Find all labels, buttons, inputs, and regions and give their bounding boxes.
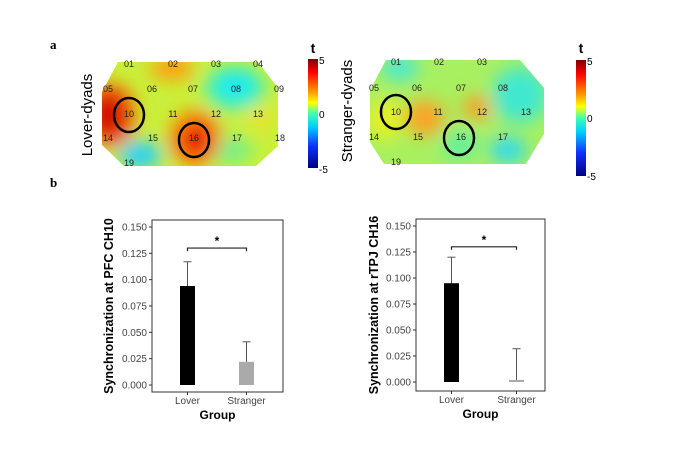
channel-label-06: 06 bbox=[147, 84, 157, 94]
channel-label-09: 09 bbox=[274, 84, 284, 94]
x-tick-label: Stranger bbox=[497, 395, 536, 406]
channel-label-03: 03 bbox=[211, 59, 221, 69]
y-tick-label: 0.100 bbox=[122, 275, 147, 286]
colorbar-right-mid: 0 bbox=[587, 114, 593, 125]
channel-label-13: 13 bbox=[253, 109, 263, 119]
channel-label-11: 11 bbox=[168, 109, 177, 119]
channel-label-10: 10 bbox=[124, 109, 134, 119]
channel-label-07: 07 bbox=[188, 84, 198, 94]
significance-marker: * bbox=[215, 234, 220, 248]
channel-label-12: 12 bbox=[477, 107, 487, 117]
channel-label-02: 02 bbox=[168, 59, 178, 69]
y-tick-label: 0.000 bbox=[122, 381, 147, 392]
channel-label-07: 07 bbox=[456, 83, 466, 93]
channel-label-17: 17 bbox=[498, 132, 508, 142]
x-axis-title: Group bbox=[463, 407, 499, 421]
channel-label-19: 19 bbox=[124, 158, 134, 168]
channel-label-01: 01 bbox=[124, 59, 134, 69]
channel-label-15: 15 bbox=[413, 132, 423, 142]
plot-frame bbox=[415, 218, 546, 392]
y-axis-title: Synchronization at PFC CH10 bbox=[102, 218, 116, 394]
y-tick-label: 0.075 bbox=[386, 300, 411, 311]
significance-marker: * bbox=[482, 233, 487, 247]
colorbar-left-title: t bbox=[311, 40, 316, 56]
x-tick-label: Lover bbox=[175, 396, 201, 407]
colorbar-left-mid: 0 bbox=[319, 110, 325, 121]
x-tick-label: Stranger bbox=[227, 396, 266, 407]
channel-label-02: 02 bbox=[434, 57, 444, 67]
lover-ch16-circle bbox=[177, 121, 211, 159]
x-axis-title: Group bbox=[200, 408, 236, 422]
channel-label-11: 11 bbox=[433, 107, 442, 117]
colorbar-right bbox=[576, 60, 586, 176]
channel-label-18: 18 bbox=[275, 133, 285, 143]
channel-label-16: 16 bbox=[189, 133, 199, 143]
y-tick-label: 0.075 bbox=[122, 302, 147, 313]
y-tick-label: 0.150 bbox=[386, 222, 411, 233]
channel-label-12: 12 bbox=[211, 109, 221, 119]
y-tick-label: 0.125 bbox=[386, 248, 411, 259]
channel-label-17: 17 bbox=[232, 133, 242, 143]
colorbar-left-min: -5 bbox=[319, 165, 328, 176]
channel-label-05: 05 bbox=[369, 83, 379, 93]
y-tick-label: 0.125 bbox=[122, 249, 147, 260]
lover-ch10-circle bbox=[112, 96, 146, 134]
stranger-ch16-circle bbox=[442, 119, 476, 157]
significance-bracket bbox=[186, 247, 248, 252]
y-tick-label: 0.100 bbox=[386, 274, 411, 285]
bar-stranger bbox=[509, 379, 524, 382]
colorbar-right-max: 5 bbox=[587, 57, 593, 68]
bar-stranger bbox=[239, 361, 254, 385]
y-tick-label: 0.000 bbox=[386, 378, 411, 389]
channel-label-04: 04 bbox=[253, 59, 263, 69]
colorbar-right-min: -5 bbox=[587, 172, 596, 183]
y-tick-label: 0.050 bbox=[386, 326, 411, 337]
y-tick-label: 0.150 bbox=[122, 223, 147, 234]
bar-chart-1: 0.000 0.025 0.050 0.075 0.100 0.125 0.150 Lover… bbox=[102, 218, 284, 422]
stranger-channel-labels: 01 02 03 05 06 07 08 10 11 12 13 14 15 16 17 19 bbox=[369, 57, 531, 167]
panel-b-label: b bbox=[50, 175, 58, 190]
colorbar-left bbox=[308, 59, 318, 168]
channel-label-08: 08 bbox=[231, 84, 241, 94]
significance-bracket bbox=[450, 246, 518, 250]
bar-charts: 0.000 0.025 0.050 0.075 0.100 0.125 0.150 Lover… bbox=[102, 216, 546, 422]
channel-label-08: 08 bbox=[498, 83, 508, 93]
channel-label-10: 10 bbox=[391, 107, 401, 117]
y-tick-label: 0.025 bbox=[386, 352, 411, 363]
y-tick-label: 0.025 bbox=[122, 354, 147, 365]
y-tick-label: 0.050 bbox=[122, 328, 147, 339]
colorbar-left-max: 5 bbox=[319, 56, 325, 67]
lover-channel-labels: 01 02 03 04 05 06 07 08 09 10 11 12 13 14 15 16 17 18 19 bbox=[103, 59, 285, 168]
bar-lover bbox=[444, 283, 459, 382]
x-tick-label: Lover bbox=[439, 395, 465, 406]
channel-label-03: 03 bbox=[477, 57, 487, 67]
bar-chart-2: 0.000 0.025 0.050 0.075 0.100 0.125 0.150 Lover… bbox=[367, 216, 546, 421]
channel-label-16: 16 bbox=[456, 132, 466, 142]
colorbar-right-title: t bbox=[579, 40, 584, 56]
channel-label-01: 01 bbox=[391, 57, 401, 67]
channel-label-19: 19 bbox=[391, 157, 401, 167]
bar-lover bbox=[180, 285, 195, 385]
panel-a-label: a bbox=[50, 37, 57, 52]
channel-label-13: 13 bbox=[521, 107, 531, 117]
channel-label-15: 15 bbox=[148, 133, 158, 143]
channel-label-14: 14 bbox=[103, 133, 113, 143]
channel-label-06: 06 bbox=[412, 83, 422, 93]
channel-label-14: 14 bbox=[369, 132, 379, 142]
channel-label-05: 05 bbox=[103, 84, 113, 94]
stranger-ch10-circle bbox=[379, 93, 413, 131]
stranger-heatmap bbox=[370, 60, 544, 164]
y-axis-title: Synchronization at rTPJ CH16 bbox=[367, 216, 381, 395]
